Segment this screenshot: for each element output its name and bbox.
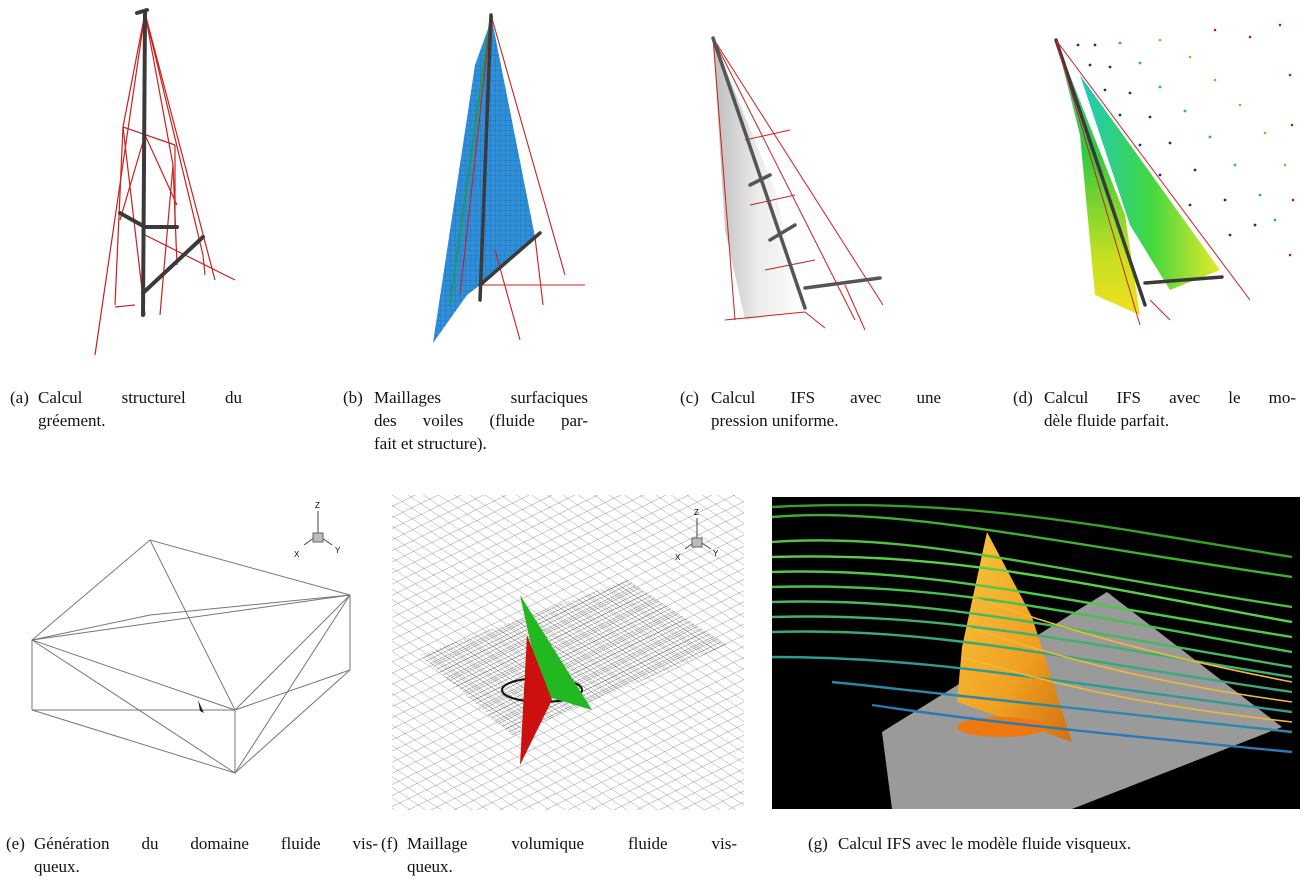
axis-y-label: Y	[335, 546, 341, 555]
caption-tag: (a)	[10, 388, 29, 407]
panel-e-fluid-domain-image: Z X Y	[20, 495, 365, 780]
caption-line: Génération du domaine fluide vis-	[34, 834, 378, 853]
caption-line: Calcul structurel du	[38, 388, 242, 407]
caption-line: des voiles (fluide par-	[374, 411, 588, 430]
caption-line: queux.	[407, 857, 453, 876]
panel-d-perfect-fluid-image	[1050, 15, 1300, 330]
caption-line: queux.	[34, 857, 80, 876]
axis-y-label: Y	[713, 549, 719, 558]
caption-tag: (g)	[808, 834, 828, 853]
panel-g-viscous-fluid-image	[772, 497, 1300, 809]
caption-line: Calcul IFS avec le modèle fluide visqueu…	[838, 834, 1132, 853]
caption-line: dèle fluide parfait.	[1044, 411, 1170, 430]
axis-z-label: Z	[315, 501, 320, 510]
axis-z-label: Z	[694, 508, 699, 517]
axis-triad-icon: Z X Y	[675, 508, 719, 562]
caption-line: Calcul IFS avec une	[711, 388, 941, 407]
caption-line: gréement.	[38, 411, 106, 430]
axis-x-label: X	[294, 550, 300, 559]
panel-a-rigging-image	[85, 5, 245, 360]
caption-tag: (c)	[680, 388, 699, 407]
caption-tag: (f)	[381, 834, 398, 853]
caption-line: Maillages surfaciques	[374, 388, 588, 407]
caption-tag: (b)	[343, 388, 363, 407]
caption-tag: (e)	[6, 834, 25, 853]
caption-line: fait et structure).	[374, 434, 487, 453]
caption-line: pression uniforme.	[711, 411, 839, 430]
axis-triad-icon: Z X Y	[294, 501, 341, 559]
panel-f-volume-mesh-image: Z X Y	[392, 495, 744, 810]
panel-b-sail-mesh-image	[425, 5, 605, 350]
caption-line: Maillage volumique fluide vis-	[407, 834, 737, 853]
axis-x-label: X	[675, 553, 681, 562]
caption-line: Calcul IFS avec le mo-	[1044, 388, 1296, 407]
caption-tag: (d)	[1013, 388, 1033, 407]
panel-c-uniform-pressure-image	[705, 30, 890, 335]
